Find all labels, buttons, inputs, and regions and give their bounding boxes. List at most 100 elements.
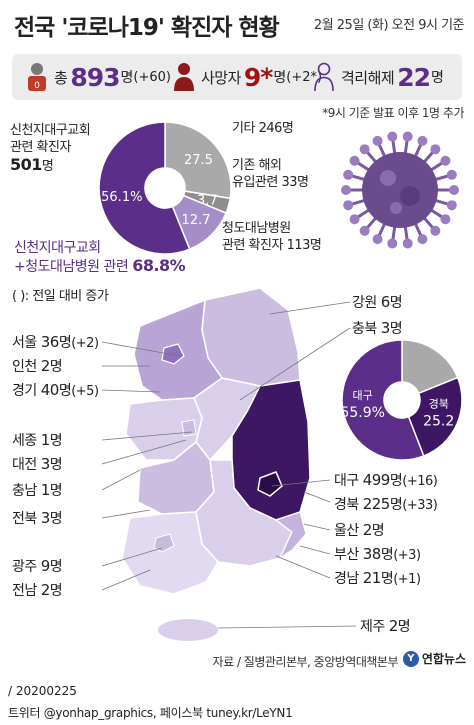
- virus-spike-tip: [417, 234, 428, 245]
- change-legend: ( ): 전일 대비 증가: [12, 289, 109, 304]
- region-label-gwangju: 광주 9명: [12, 557, 63, 575]
- cheongdo-value: 113명: [286, 238, 322, 253]
- region-jeju: [158, 619, 218, 641]
- leader-lines: [101, 301, 357, 629]
- cases-breakdown-donut: 27.53.712.756.1%: [98, 121, 232, 255]
- shincheonji-label-1: 신천지대구교회: [10, 123, 91, 138]
- person-icon: [174, 63, 194, 91]
- virus-spike-tip: [440, 155, 451, 166]
- person-outline-icon: [314, 62, 334, 92]
- cases-donut-slice-label: 27.5: [184, 153, 213, 168]
- page-title: 전국 '코로나19' 확진자 현황: [14, 15, 280, 41]
- combined-value: 68.8%: [132, 256, 186, 275]
- region-label-seoul: 서울 36명(+2): [12, 333, 99, 351]
- region-label-chungnam: 충남 1명: [12, 481, 63, 499]
- region-donut-slice-name: 경북: [429, 397, 449, 410]
- footer-social: 트위터 @yonhap_graphics, 페이스북 tuney.kr/LeYN…: [8, 706, 293, 720]
- virus-illustration: [341, 131, 459, 249]
- region-label-jeonbuk: 전북 3명: [12, 509, 63, 527]
- cases-donut-slice-label: 12.7: [182, 213, 211, 228]
- region-label-jeonnam: 전남 2명: [12, 581, 63, 599]
- total-label: 총: [54, 68, 68, 87]
- region-donut-slice-label: 55.9%: [340, 405, 384, 421]
- virus-spike-tip: [402, 131, 413, 142]
- cases-donut-slice: [164, 121, 232, 200]
- shincheonji-annotation: 신천지대구교회 관련 확진자 501명: [10, 122, 91, 175]
- virus-spike-tip: [343, 169, 354, 180]
- total-value: 893: [70, 62, 120, 92]
- overseas-annotation: 기존 해외 유입관련 33명: [232, 157, 309, 191]
- virus-spike-tip: [343, 200, 354, 211]
- region-label-busan: 부산 38명(+3): [334, 545, 421, 563]
- stats-bar: 0 총 893 명 (+60) 사망자 9* 명 (+2*) 격리해제 22 명: [12, 54, 462, 100]
- combined-label-2: +청도대남병원 관련: [14, 259, 129, 275]
- release-value: 22: [397, 62, 431, 92]
- cases-donut-slice-label: 56.1%: [101, 190, 142, 205]
- virus-spike-tip: [449, 185, 459, 195]
- region-label-incheon: 인천 2명: [12, 357, 63, 375]
- cheongdo-label-2: 관련 확진자: [222, 238, 283, 253]
- region-label-gyeongbuk: 경북 225명(+33): [334, 495, 438, 513]
- footer-date: / 20200225: [8, 684, 77, 698]
- stat-release: 격리해제 22 명: [312, 54, 444, 100]
- region-label-gangwon: 강원 6명: [352, 293, 403, 311]
- other-annotation: 기타 246명: [232, 120, 294, 137]
- footnote: *9시 기준 발표 이후 1명 추가: [322, 106, 464, 120]
- death-value: 9*: [243, 62, 273, 92]
- virus-spike-tip: [372, 234, 383, 245]
- region-donut-slice-name: 대구: [353, 389, 373, 402]
- cheongdo-annotation: 청도대남병원 관련 확진자 113명: [222, 220, 322, 254]
- logo-icon: Y: [402, 650, 419, 667]
- region-donut-slice: [407, 376, 463, 457]
- virus-spike-tip: [387, 131, 398, 142]
- region-label-jeju: 제주 2명: [360, 617, 411, 635]
- region-seoul: [161, 343, 185, 365]
- region-daegu: [257, 471, 283, 497]
- combined-label-1: 신천지대구교회: [14, 240, 101, 256]
- region-label-sejong: 세종 1명: [12, 431, 63, 449]
- other-label: 기타: [232, 121, 255, 136]
- region-label-ulsan: 울산 2명: [334, 521, 385, 539]
- combined-annotation: 신천지대구교회 +청도대남병원 관련 68.8%: [14, 240, 186, 276]
- virus-spike-tip: [349, 155, 360, 166]
- overseas-label-2: 유입관련: [232, 175, 278, 190]
- region-donut-slice: [401, 339, 459, 395]
- death-change: (+2*): [286, 69, 323, 85]
- logo-text: 연합뉴스: [421, 652, 466, 666]
- virus-spike-tip: [430, 144, 441, 155]
- virus-spike-tip: [440, 214, 451, 225]
- region-gwangju: [153, 533, 175, 553]
- virus-spike-tip: [341, 185, 351, 195]
- total-unit: 명: [120, 70, 134, 86]
- virus-spike-tip: [430, 225, 441, 236]
- virus-spike-tip: [417, 135, 428, 146]
- region-label-chungbuk: 충북 3명: [352, 319, 403, 337]
- region-donut-slice: [341, 339, 425, 461]
- shincheonji-label-2: 관련 확진자: [10, 140, 71, 155]
- death-unit: 명: [273, 70, 287, 86]
- virus-spike-tip: [359, 225, 370, 236]
- release-unit: 명: [431, 70, 444, 86]
- stat-death: 사망자 9* 명 (+2*): [172, 54, 322, 100]
- virus-spike-tip: [387, 238, 398, 249]
- stat-total: 0 총 893 명 (+60): [26, 54, 171, 100]
- region-donut: 경북 25.2 대구 55.9%: [340, 339, 463, 461]
- shincheonji-value: 501: [10, 155, 42, 174]
- overseas-value: 33명: [281, 175, 309, 190]
- shincheonji-unit: 명: [41, 159, 54, 174]
- source-label: 자료 / 질병관리본부, 중앙방역대책본부: [212, 655, 399, 669]
- person-icon: 0: [28, 63, 46, 91]
- region-busan: [274, 511, 307, 560]
- virus-spike-tip: [446, 169, 457, 180]
- yonhap-logo: Y 연합뉴스: [402, 650, 466, 667]
- region-label-daejeon: 대전 3명: [12, 455, 63, 473]
- region-donut-slice-label: 25.2: [423, 414, 454, 430]
- virus-spike-tip: [372, 135, 383, 146]
- overseas-label-1: 기존 해외: [232, 158, 282, 173]
- date-label: 2월 25일 (화) 오전 9시 기준: [313, 18, 465, 33]
- svg-text:0: 0: [34, 81, 40, 91]
- region-label-gyeongnam: 경남 21명(+1): [334, 569, 421, 587]
- infographic: 전국 '코로나19' 확진자 현황 2월 25일 (화) 오전 9시 기준 0 …: [10, 15, 466, 669]
- release-label: 격리해제: [341, 68, 395, 87]
- korea-map: [121, 287, 311, 641]
